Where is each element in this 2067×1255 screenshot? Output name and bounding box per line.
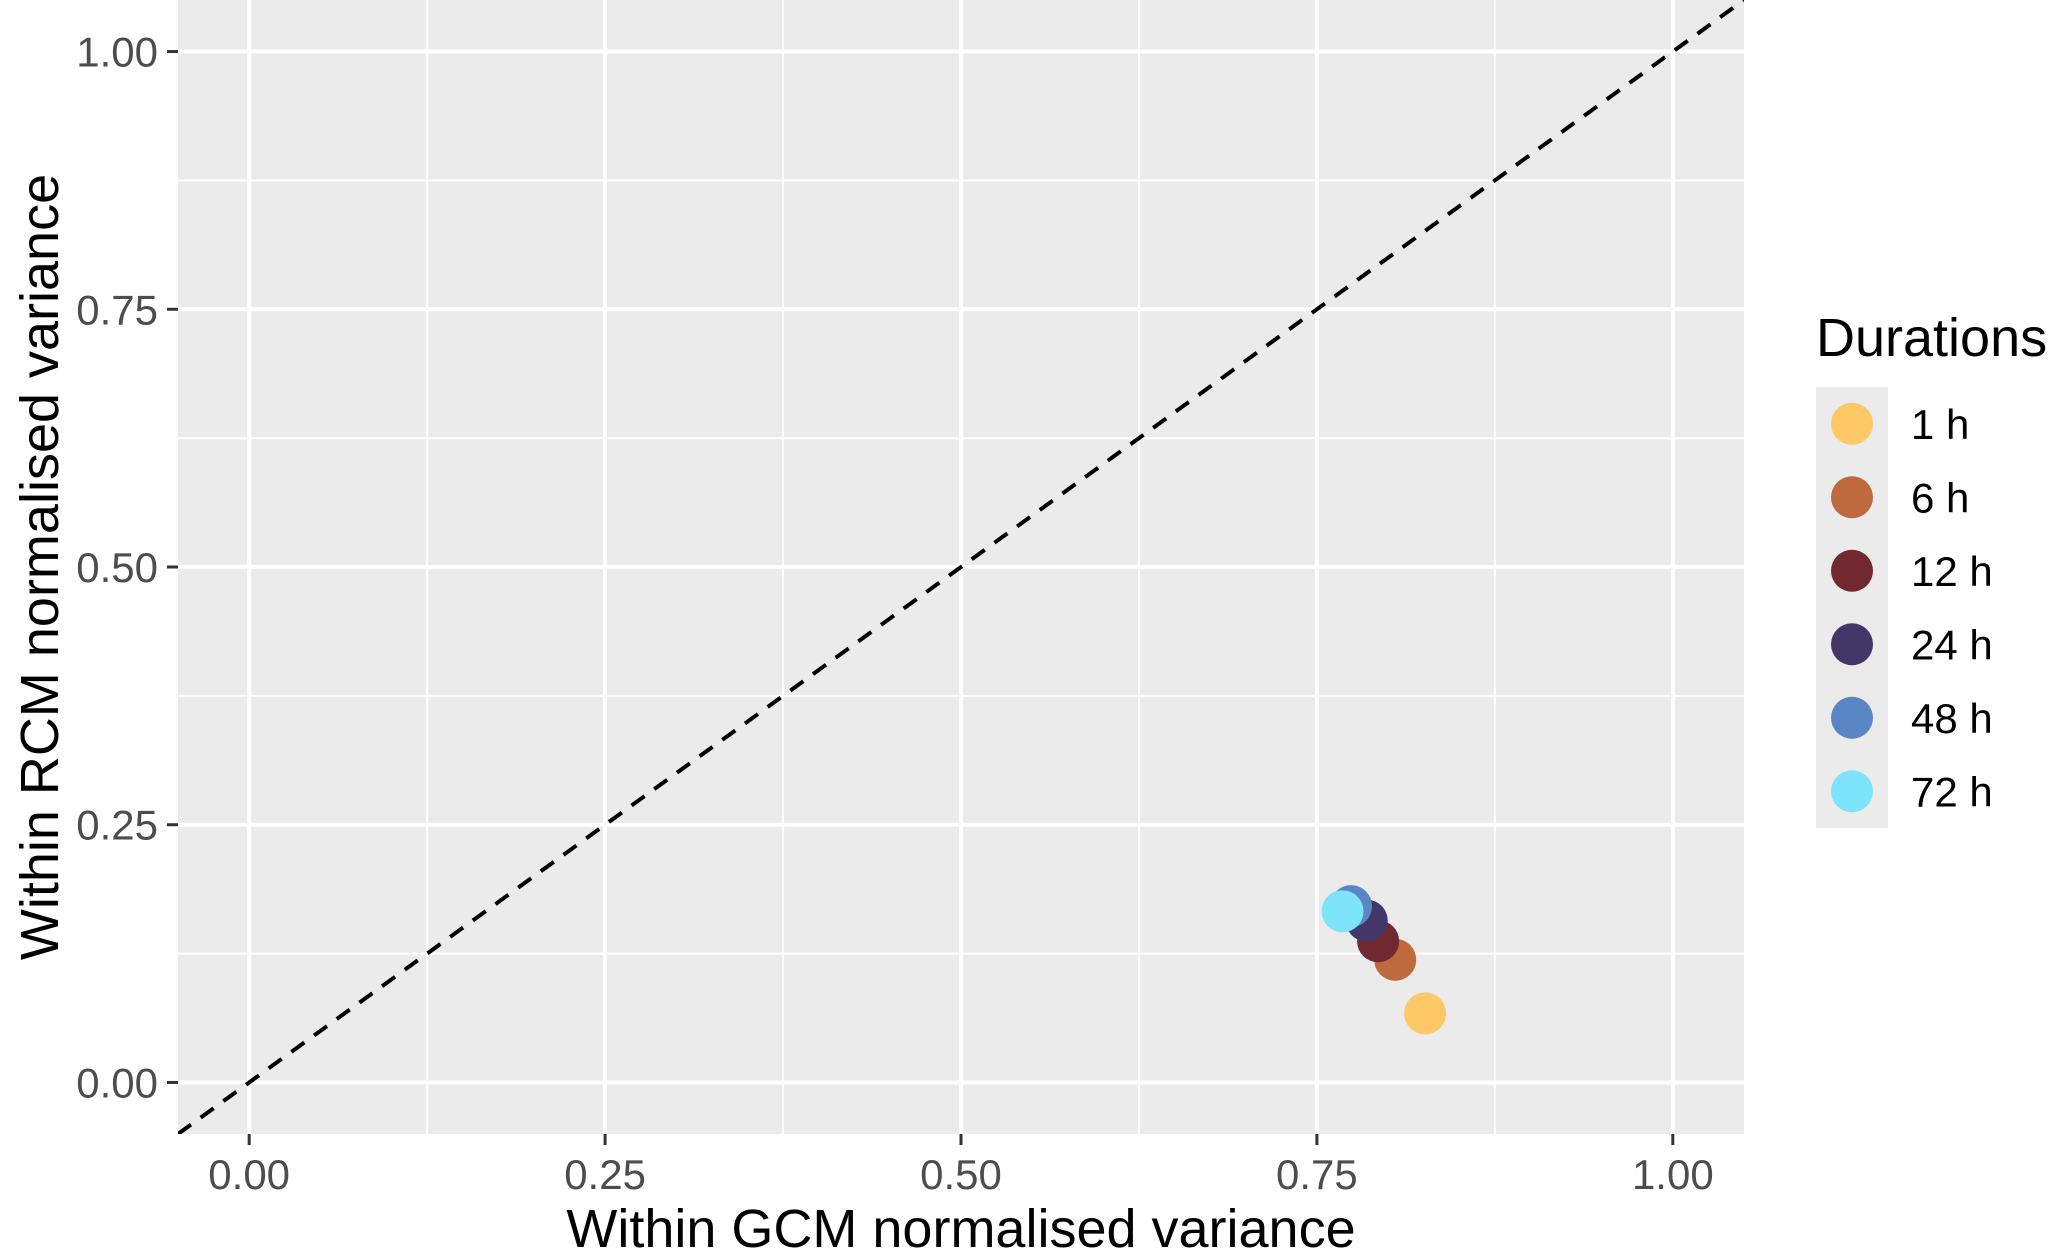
identity-reference-line: [178, 0, 1744, 1134]
legend-key-background: [1816, 387, 1888, 828]
legend-key-72h: [1831, 770, 1873, 813]
legend-title: Durations: [1816, 308, 2047, 368]
x-axis-ticks: 0.00 0.25 0.50 0.75 1.00: [208, 1134, 1714, 1198]
legend: Durations 1 h 6 h 12 h 24 h 48 h 72 h: [1816, 308, 2047, 828]
legend-label: 1 h: [1911, 401, 1969, 448]
legend-items: 1 h 6 h 12 h 24 h 48 h 72 h: [1831, 401, 1993, 815]
x-axis-title: Within GCM normalised variance: [566, 1199, 1355, 1255]
y-tick-label: 0.50: [76, 544, 158, 591]
legend-label: 72 h: [1911, 768, 1993, 815]
legend-label: 48 h: [1911, 695, 1993, 742]
y-tick-label: 0.75: [76, 286, 158, 333]
y-axis-ticks: 0.00 0.25 0.50 0.75 1.00: [76, 29, 178, 1106]
x-tick-label: 0.00: [208, 1151, 290, 1198]
x-tick-label: 0.75: [1276, 1151, 1358, 1198]
legend-key-1h: [1831, 402, 1873, 445]
legend-key-6h: [1831, 476, 1873, 519]
y-tick-label: 0.00: [76, 1059, 158, 1106]
y-tick-label: 1.00: [76, 29, 158, 76]
y-tick-label: 0.25: [76, 802, 158, 849]
x-tick-label: 0.25: [564, 1151, 646, 1198]
data-point-1h: [1404, 992, 1447, 1035]
x-tick-label: 1.00: [1632, 1151, 1714, 1198]
data-point-72h: [1321, 890, 1364, 933]
data-points: [1321, 885, 1447, 1035]
x-tick-label: 0.50: [920, 1151, 1002, 1198]
legend-label: 6 h: [1911, 474, 1969, 521]
y-axis-title: Within RCM normalised variance: [10, 174, 70, 960]
legend-label: 12 h: [1911, 548, 1993, 595]
legend-label: 24 h: [1911, 621, 1993, 668]
legend-key-12h: [1831, 549, 1873, 592]
legend-key-24h: [1831, 623, 1873, 666]
legend-key-48h: [1831, 696, 1873, 739]
